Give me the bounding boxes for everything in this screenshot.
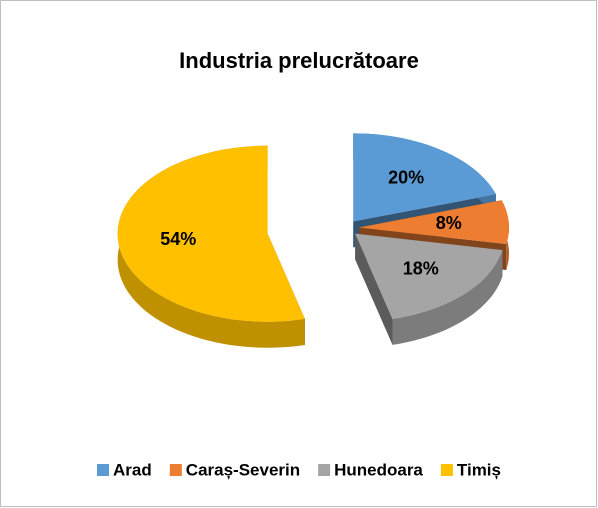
legend-label: Hunedoara xyxy=(334,460,423,479)
data-label: 8% xyxy=(436,213,462,233)
slice-radial-wall xyxy=(355,233,393,345)
legend-item: Hunedoara xyxy=(318,460,423,479)
slice-top xyxy=(117,145,305,322)
legend-label: Arad xyxy=(113,460,152,479)
slice-top xyxy=(353,133,496,222)
slice-top xyxy=(355,233,503,319)
legend-label: Timiș xyxy=(457,460,501,479)
legend-item: Caraș-Severin xyxy=(169,460,300,479)
legend: Arad Caraș-Severin Hunedoara Timiș xyxy=(97,460,501,479)
legend-swatch xyxy=(318,464,331,476)
legend-swatch xyxy=(169,464,182,476)
data-label: 18% xyxy=(403,259,439,279)
legend-label: Caraș-Severin xyxy=(186,460,300,479)
legend-item: Timiș xyxy=(440,460,501,479)
data-label: 54% xyxy=(160,229,196,249)
slice-wall xyxy=(117,145,305,348)
data-label: 20% xyxy=(388,167,424,187)
slice xyxy=(355,233,503,345)
slice xyxy=(117,145,305,348)
legend-swatch xyxy=(97,464,109,476)
legend-item: Arad xyxy=(97,460,152,479)
slice-top xyxy=(359,200,509,244)
chart-title: Industria prelucrătoare xyxy=(179,48,419,73)
slice-wall xyxy=(392,250,503,345)
legend-swatch xyxy=(440,464,453,476)
